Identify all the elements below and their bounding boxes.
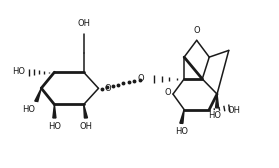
Text: HO: HO — [208, 111, 221, 120]
Polygon shape — [53, 104, 56, 118]
Polygon shape — [180, 110, 184, 123]
Text: HO: HO — [49, 122, 61, 131]
Text: O: O — [137, 74, 144, 83]
Text: O: O — [165, 88, 172, 97]
Text: HO: HO — [12, 67, 25, 76]
Polygon shape — [84, 104, 87, 118]
Text: HO: HO — [22, 105, 35, 114]
Text: OH: OH — [77, 19, 90, 28]
Text: HO: HO — [175, 127, 188, 136]
Polygon shape — [216, 94, 219, 108]
Text: O: O — [194, 26, 201, 35]
Text: O: O — [105, 83, 111, 93]
Text: OH: OH — [80, 122, 93, 131]
Polygon shape — [35, 88, 41, 101]
Text: OH: OH — [227, 106, 240, 115]
